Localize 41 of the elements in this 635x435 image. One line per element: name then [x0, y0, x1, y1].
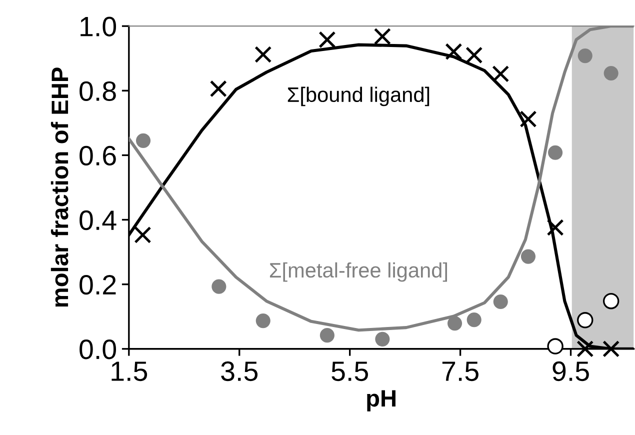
point — [445, 43, 462, 60]
point — [520, 249, 536, 264]
y-tick-label: 0.6 — [80, 146, 116, 166]
point — [320, 328, 334, 343]
point — [134, 226, 152, 244]
x-tick-label: 9.5 — [552, 361, 589, 382]
point — [212, 279, 226, 294]
point — [578, 48, 592, 64]
y-tick-label: 1.0 — [80, 16, 116, 36]
point — [374, 28, 391, 45]
point — [604, 66, 618, 81]
point — [548, 145, 563, 160]
point — [493, 294, 508, 310]
point — [256, 314, 270, 328]
point — [577, 312, 594, 328]
point — [447, 316, 462, 331]
x-axis-title: pH — [367, 390, 396, 412]
point — [318, 31, 336, 48]
point — [602, 292, 620, 310]
y-axis-title: molar fraction of EHP — [50, 68, 68, 307]
point — [492, 65, 510, 82]
series-label: Σ[bound ligand] — [288, 86, 430, 106]
x-tick-label: 5.5 — [332, 362, 368, 382]
point — [520, 110, 537, 128]
point — [375, 332, 390, 346]
point — [576, 340, 594, 358]
point — [466, 312, 482, 328]
x-tick-label: 3.5 — [221, 361, 258, 382]
series-label: Σ[metal-free ligand] — [270, 262, 448, 282]
point — [254, 46, 272, 64]
x-tick-label: 1.5 — [112, 362, 148, 382]
y-tick-label: 0.2 — [80, 274, 116, 295]
point — [210, 80, 227, 98]
point — [546, 218, 564, 236]
y-tick-label: 0.8 — [80, 81, 116, 101]
point — [136, 133, 151, 148]
point — [602, 340, 620, 358]
point — [466, 46, 483, 64]
y-tick-label: 0.0 — [80, 340, 116, 360]
y-tick-label: 0.4 — [80, 210, 116, 230]
x-tick-label: 7.5 — [442, 362, 478, 382]
